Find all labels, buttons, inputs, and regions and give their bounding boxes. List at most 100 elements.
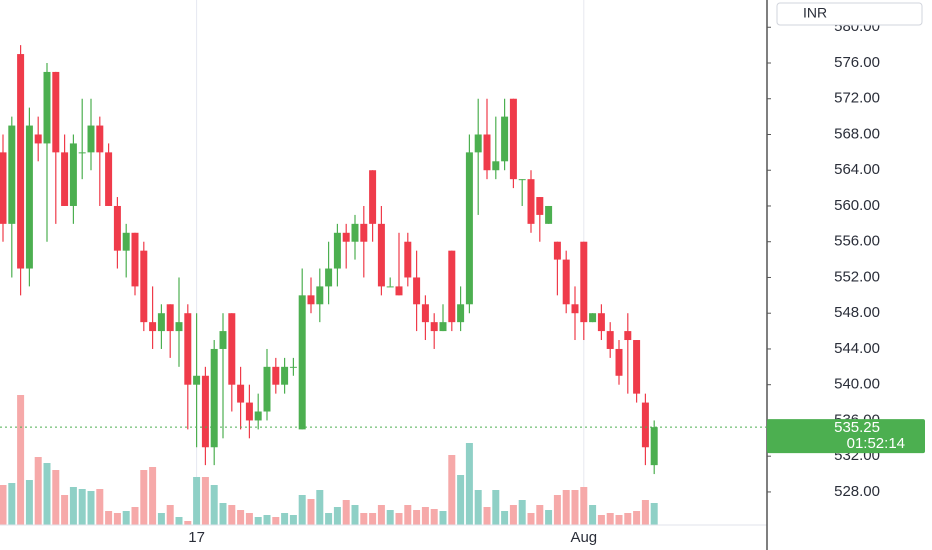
volume-bar: [175, 517, 183, 525]
candle-body: [166, 304, 174, 332]
candle-body: [298, 295, 306, 430]
candle-body: [650, 427, 658, 466]
volume-bar: [589, 505, 597, 525]
candle-body: [465, 152, 473, 305]
currency-label[interactable]: INR: [803, 5, 827, 21]
candle-body: [201, 375, 209, 448]
candle-body: [492, 161, 500, 171]
volume-bar: [413, 510, 421, 525]
volume-bar: [316, 490, 324, 525]
y-tick-label: 540.00: [834, 376, 880, 393]
volume-bar: [483, 507, 491, 525]
candle-body: [237, 384, 245, 403]
candle-body: [536, 197, 544, 215]
candle-body: [342, 232, 350, 242]
candle-body: [518, 179, 526, 181]
volume-bar: [113, 513, 121, 525]
candle-body: [413, 277, 421, 305]
candle-body: [17, 54, 25, 269]
volume-bar: [201, 477, 209, 525]
candle-body: [615, 348, 623, 376]
candle-body: [509, 98, 517, 180]
volume-bar: [307, 499, 315, 525]
candle-body: [175, 322, 183, 332]
y-tick-label: 548.00: [834, 304, 880, 321]
candle-body: [149, 322, 157, 332]
volume-bar: [360, 513, 368, 525]
candle-body: [157, 313, 165, 332]
candle-body: [545, 205, 553, 224]
currency-button-box[interactable]: [776, 2, 923, 26]
candle-body: [457, 304, 465, 323]
volume-bar: [527, 513, 535, 525]
volume-bar: [580, 487, 588, 525]
volume-bar: [52, 470, 60, 525]
volume-bar: [87, 491, 95, 525]
candle-body: [25, 125, 33, 269]
y-tick-label: 576.00: [834, 54, 880, 71]
volume-bar: [650, 503, 658, 525]
candle-body: [430, 322, 438, 332]
volume-bar: [0, 485, 7, 525]
volume-bar: [395, 513, 403, 525]
volume-bar: [571, 490, 579, 525]
volume-bar: [553, 495, 561, 525]
volume-bar: [210, 485, 218, 525]
volume-bar: [351, 505, 359, 525]
candle-body: [0, 152, 7, 224]
candle-body: [210, 348, 218, 448]
candle-body: [281, 366, 289, 385]
volume-bar: [509, 505, 517, 525]
candle-body: [219, 331, 227, 349]
volume-bar: [545, 510, 553, 525]
candle-body: [377, 223, 385, 287]
volume-bar: [25, 480, 33, 525]
volume-bar: [421, 507, 429, 525]
candle-body: [228, 313, 236, 385]
volume-bar: [474, 490, 482, 525]
candle-body: [474, 134, 482, 153]
candle-body: [245, 402, 253, 421]
volume-bar: [184, 521, 192, 525]
candle-body: [61, 152, 69, 206]
volume-bar: [69, 487, 77, 525]
candle-body: [395, 286, 403, 296]
candle-body: [351, 223, 359, 242]
volume-bar: [78, 489, 86, 525]
volume-bar: [501, 511, 509, 525]
y-tick-label: 544.00: [834, 340, 880, 357]
volume-bar: [641, 500, 649, 525]
candle-body: [641, 402, 649, 448]
candle-body: [263, 366, 271, 412]
candle-body: [404, 241, 412, 278]
volume-bar: [61, 495, 69, 525]
volume-bar: [228, 505, 236, 525]
candle-layer: [0, 45, 658, 475]
volume-bar: [439, 511, 447, 525]
volume-bar: [219, 503, 227, 525]
volume-bar: [272, 517, 280, 525]
candle-body: [34, 134, 42, 144]
volume-bar: [34, 457, 42, 525]
volume-bar: [131, 507, 139, 525]
candle-body: [184, 313, 192, 385]
volume-bar: [263, 515, 271, 525]
candle-body: [272, 366, 280, 385]
candle-body: [140, 250, 148, 323]
volume-bar: [157, 513, 165, 525]
current-price-box: [767, 419, 925, 454]
volume-bar: [597, 515, 605, 525]
volume-bar: [492, 490, 500, 525]
volume-bar: [140, 470, 148, 525]
current-price-label: 535.25: [834, 419, 880, 436]
x-tick-label: 17: [188, 529, 205, 546]
candle-body: [589, 313, 597, 323]
currency-button[interactable]: INR: [776, 2, 923, 26]
y-tick-label: 556.00: [834, 233, 880, 250]
countdown-label: 01:52:14: [847, 435, 905, 452]
x-tick-label: Aug: [570, 529, 597, 546]
candle-body: [386, 286, 394, 288]
candle-body: [439, 322, 447, 332]
volume-bar: [289, 515, 297, 525]
volume-bar: [149, 467, 157, 525]
